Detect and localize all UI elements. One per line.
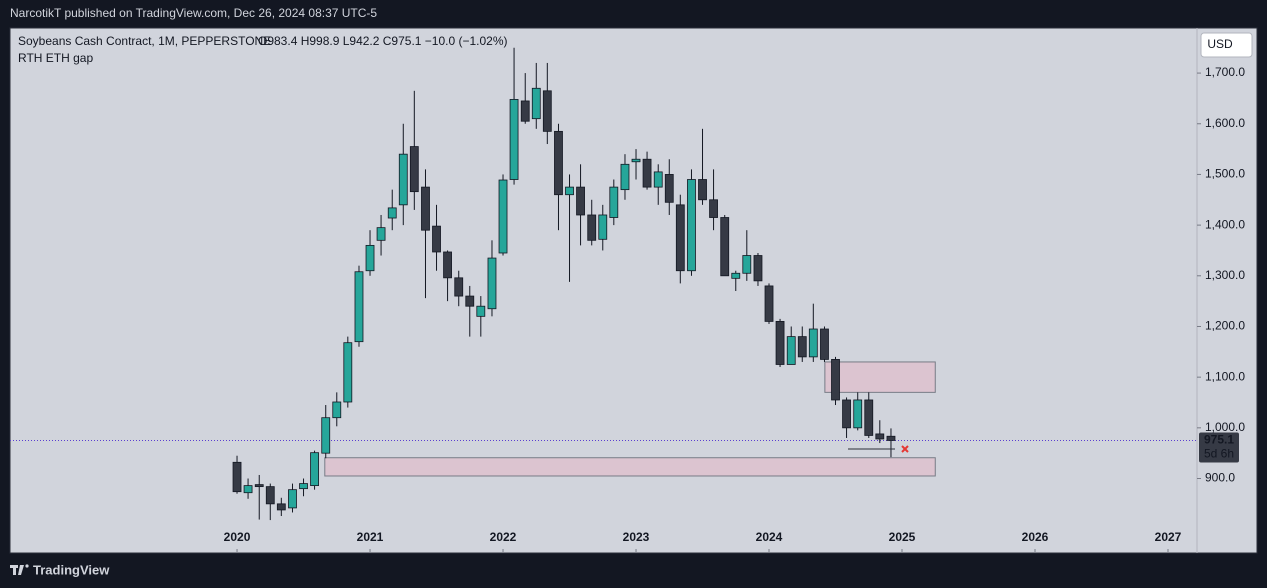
x-tick-label: 2021 — [357, 530, 384, 544]
y-tick-label: 1,200.0 — [1205, 319, 1245, 333]
candle-body — [310, 452, 319, 487]
candle-body — [609, 186, 619, 218]
footer-brand: TradingView — [33, 562, 110, 577]
y-tick-label: 1,000.0 — [1205, 420, 1245, 434]
candle-body — [808, 328, 818, 358]
indicator-name: RTH ETH gap — [18, 51, 93, 65]
candle-body — [288, 489, 297, 509]
candle-body — [265, 486, 275, 505]
y-tick-label: 1,400.0 — [1205, 217, 1245, 231]
candle-body — [820, 328, 829, 360]
candle-body — [764, 285, 774, 322]
candle-body — [598, 214, 608, 240]
candle-body — [664, 174, 674, 203]
last-price-box — [1199, 432, 1239, 463]
candle-body — [631, 158, 641, 163]
y-tick-label: 1,300.0 — [1205, 268, 1245, 282]
currency[interactable]: USD — [1207, 37, 1233, 51]
candle-body — [675, 204, 685, 272]
countdown-label: 5d 6h — [1204, 447, 1234, 461]
x-tick-label: 2026 — [1022, 530, 1049, 544]
candle-body — [376, 227, 386, 241]
candle-body — [886, 435, 896, 441]
logo — [10, 564, 29, 575]
candle-body — [299, 483, 308, 490]
zone — [324, 457, 936, 477]
candle-body — [842, 399, 851, 429]
y-tick-label: 1,500.0 — [1205, 167, 1245, 181]
candle-body — [531, 87, 541, 120]
plot: 900.0 1,000.0 1,100.0 1,200.0 1,300.0 1,400.0… — [10, 47, 1245, 552]
candle-body — [487, 257, 497, 310]
candle-body — [698, 179, 707, 201]
last-price-label: 975.1 — [1204, 433, 1234, 447]
candle-body — [421, 186, 430, 231]
candle-body — [720, 217, 730, 277]
candle-body — [365, 244, 375, 272]
candle-body — [276, 503, 286, 511]
candle-body — [797, 336, 807, 358]
marker-x — [901, 445, 909, 453]
candle-body — [476, 305, 486, 317]
candle-body — [409, 146, 419, 193]
candle-body — [831, 359, 840, 401]
candle-body — [786, 336, 796, 365]
y-tick-label: 1,700.0 — [1205, 65, 1245, 79]
candle-body — [354, 271, 364, 343]
y-tick-label: 1,100.0 — [1205, 369, 1245, 383]
y-tick-label: 900.0 — [1205, 471, 1235, 485]
candle-body — [742, 255, 752, 274]
candle-body — [343, 342, 353, 403]
candle-body — [520, 100, 530, 122]
candle-body — [321, 417, 331, 454]
candle-body — [254, 484, 264, 488]
candle-body — [554, 130, 563, 196]
candle-body — [387, 207, 397, 219]
candle-body — [542, 90, 552, 132]
x-tick-label: 2027 — [1155, 530, 1182, 544]
candle-body — [587, 214, 597, 241]
candle-body — [864, 399, 874, 436]
y-tick-label: 1,600.0 — [1205, 116, 1245, 130]
x-tick-label: 2022 — [490, 530, 517, 544]
candle-body — [642, 158, 652, 188]
candle-body — [731, 272, 741, 279]
chart-title: Soybeans Cash Contract, 1M, PEPPERSTONE — [18, 34, 271, 48]
candle-body — [398, 153, 408, 206]
candle-body — [620, 163, 630, 191]
candle-body — [432, 225, 441, 253]
candle-body — [332, 401, 342, 419]
candle-body — [753, 255, 763, 282]
currency-button[interactable] — [1200, 32, 1253, 58]
candle-body — [454, 277, 464, 297]
zone — [824, 361, 936, 393]
candle-body — [687, 179, 696, 272]
x-tick-label: 2020 — [224, 530, 251, 544]
candle-body — [565, 186, 574, 196]
candle-body — [709, 199, 718, 218]
candle-body — [775, 321, 785, 365]
x-tick-label: 2024 — [756, 530, 783, 544]
candle-body — [509, 99, 519, 180]
candle-body — [443, 251, 452, 279]
candle-body — [465, 295, 475, 307]
publisher: NarcotikT published on TradingView.com, … — [10, 6, 377, 20]
candle-body — [498, 179, 508, 254]
candle-body — [243, 485, 253, 494]
candle-body — [875, 433, 885, 440]
candle-body — [576, 186, 585, 216]
x-tick-label: 2023 — [623, 530, 650, 544]
candle-body — [853, 399, 863, 429]
x-tick-label: 2025 — [889, 530, 916, 544]
candle-body — [232, 461, 242, 493]
candle-body — [653, 171, 663, 188]
ohlc-legend: O983.4 H998.9 L942.2 C975.1 −10.0 (−1.02… — [258, 34, 508, 48]
